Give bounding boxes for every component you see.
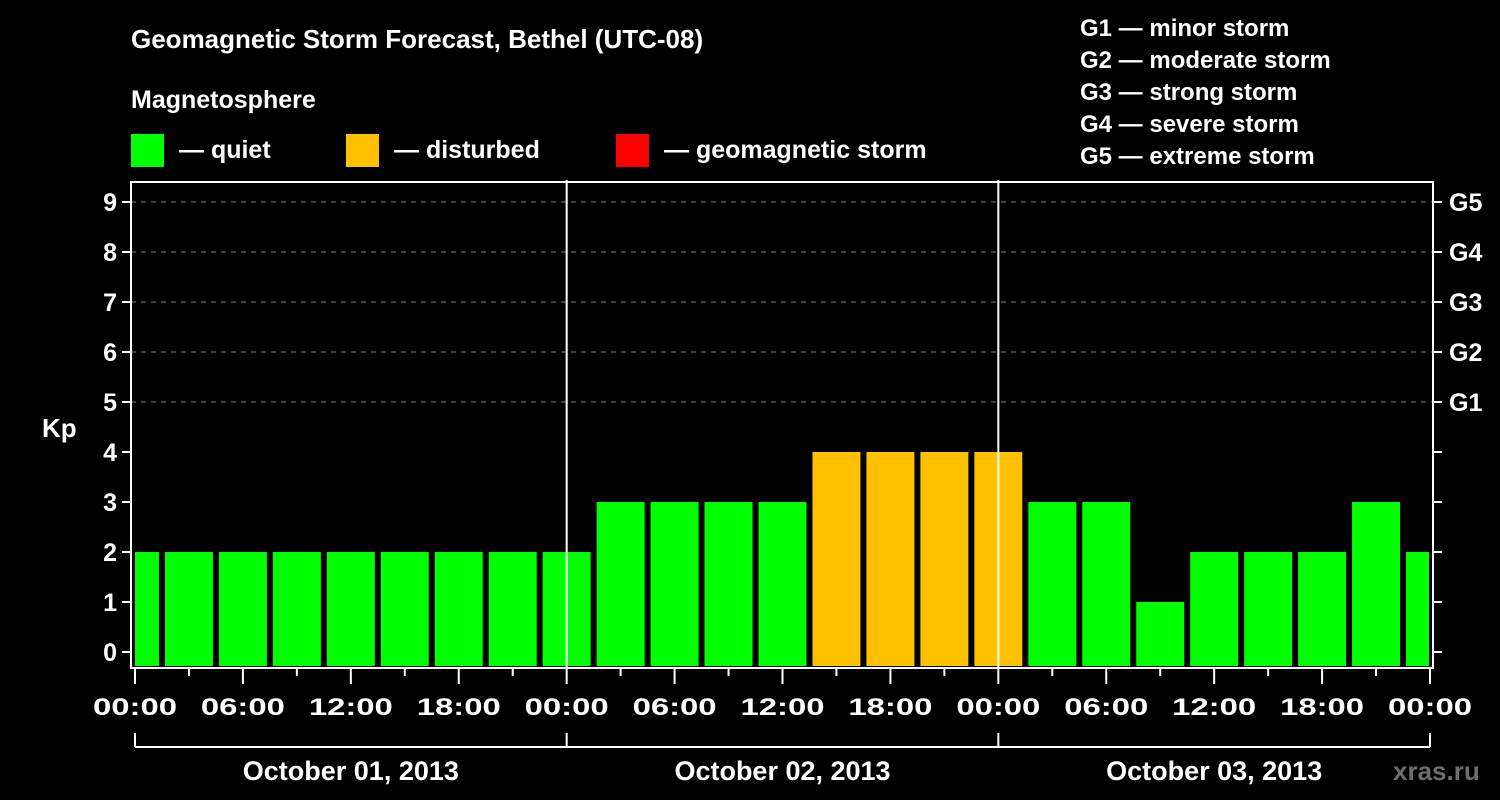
chart-title: Geomagnetic Storm Forecast, Bethel (UTC-…	[131, 24, 704, 54]
kp-bar	[488, 552, 537, 666]
y-tick-label: 7	[103, 289, 117, 317]
g-level-label: G5	[1449, 189, 1482, 217]
x-tick-label: 18:00	[1280, 694, 1364, 721]
x-tick-label: 00:00	[956, 694, 1040, 721]
g-level-label: G3	[1449, 289, 1482, 317]
kp-bar	[812, 452, 861, 666]
x-tick-label: 00:00	[525, 694, 609, 721]
y-tick-label: 4	[103, 439, 117, 467]
date-label: October 03, 2013	[1106, 756, 1322, 786]
quiet-swatch	[131, 133, 164, 167]
g-scale-g2: G2 — moderate storm	[1080, 47, 1331, 74]
x-tick-label: 06:00	[633, 694, 717, 721]
x-tick-label: 06:00	[1064, 694, 1148, 721]
watermark: xras.ru	[1393, 756, 1480, 786]
kp-bar	[326, 552, 375, 666]
kp-bar	[1406, 552, 1429, 666]
y-tick-label: 3	[103, 489, 117, 517]
legend-quiet-label: — quiet	[179, 135, 271, 164]
y-tick-label: 5	[103, 389, 117, 417]
kp-bar	[1244, 552, 1293, 666]
kp-bar	[1136, 602, 1185, 666]
y-tick-label: 6	[103, 339, 117, 367]
storm-swatch	[616, 133, 649, 167]
y-tick-label: 8	[103, 239, 117, 267]
x-tick-label: 12:00	[1172, 694, 1256, 721]
g-scale-g1: G1 — minor storm	[1080, 15, 1290, 42]
kp-bar	[218, 552, 267, 666]
kp-bar	[650, 502, 699, 666]
kp-bar	[1190, 552, 1239, 666]
legend-storm: — geomagnetic storm	[616, 133, 927, 167]
disturbed-swatch	[346, 133, 379, 167]
x-tick-label: 12:00	[741, 694, 825, 721]
kp-bar	[704, 502, 753, 666]
g-scale-g5: G5 — extreme storm	[1080, 143, 1315, 170]
y-tick-label: 0	[103, 639, 117, 667]
kp-bar	[272, 552, 321, 666]
kp-bar	[1298, 552, 1347, 666]
y-tick-label: 1	[103, 589, 117, 617]
legend-storm-label: — geomagnetic storm	[664, 135, 927, 164]
g-level-label: G1	[1449, 389, 1482, 417]
kp-bar	[920, 452, 969, 666]
x-tick-label: 00:00	[1388, 694, 1472, 721]
g-scale-g3: G3 — strong storm	[1080, 79, 1298, 106]
legend-disturbed: — disturbed	[346, 133, 540, 167]
kp-bar	[758, 502, 807, 666]
legend-title: Magnetosphere	[131, 86, 316, 114]
kp-bar	[380, 552, 429, 666]
date-label: October 02, 2013	[674, 756, 890, 786]
date-label: October 01, 2013	[243, 756, 459, 786]
g-scale-g4: G4 — severe storm	[1080, 111, 1299, 138]
kp-bar	[1352, 502, 1401, 666]
kp-bar	[1082, 502, 1131, 666]
x-tick-label: 12:00	[309, 694, 393, 721]
x-tick-label: 00:00	[93, 694, 177, 721]
kp-bar	[164, 552, 213, 666]
g-scale-legend: G1 — minor storm G2 — moderate storm G3 …	[1080, 13, 1331, 173]
x-tick-label: 18:00	[417, 694, 501, 721]
y-tick-label: 2	[103, 539, 117, 567]
y-tick-label: 9	[103, 189, 117, 217]
kp-bar	[434, 552, 483, 666]
g-level-label: G4	[1449, 239, 1482, 267]
x-tick-label: 18:00	[848, 694, 932, 721]
kp-bar	[135, 552, 159, 666]
kp-bar	[596, 502, 645, 666]
legend-disturbed-label: — disturbed	[394, 135, 540, 164]
x-tick-label: 06:00	[201, 694, 285, 721]
g-level-label: G2	[1449, 339, 1482, 367]
kp-bar	[1028, 502, 1077, 666]
legend-quiet: — quiet	[131, 133, 271, 167]
y-axis-label: Kp	[42, 413, 77, 443]
kp-bar	[866, 452, 915, 666]
